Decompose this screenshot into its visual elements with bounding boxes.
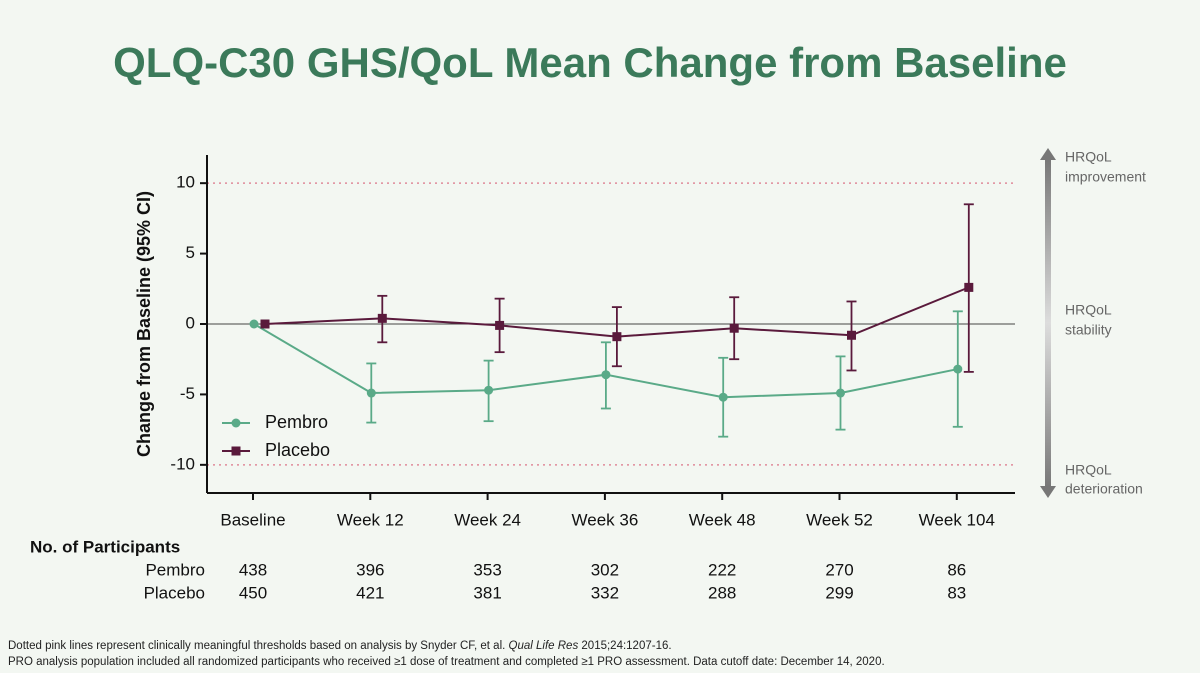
annotation: improvement [1065, 169, 1146, 185]
x-tick-label: Week 36 [572, 510, 639, 529]
point [366, 388, 376, 398]
point [964, 282, 974, 292]
x-tick-label: Baseline [220, 510, 285, 529]
footnote: PRO analysis population included all ran… [8, 656, 885, 668]
y-tick-label: 0 [186, 313, 195, 332]
x-tick-label: Week 52 [806, 510, 873, 529]
footnote-text: PRO analysis population included all ran… [8, 656, 885, 668]
footnote: Dotted pink lines represent clinically m… [8, 640, 672, 652]
chart-title: QLQ-C30 GHS/QoL Mean Change from Baselin… [113, 39, 1067, 86]
y-tick-label: 5 [186, 243, 195, 262]
table-cell: 83 [947, 583, 966, 602]
table-cell: 270 [825, 560, 853, 579]
point [495, 320, 505, 330]
annotation: HRQoL [1065, 149, 1112, 165]
point [953, 364, 963, 374]
legend-label: Placebo [265, 440, 330, 460]
table-cell: 288 [708, 583, 736, 602]
table-row-label: Pembro [145, 560, 205, 579]
table-title: No. of Participants [30, 537, 180, 556]
table-cell: 222 [708, 560, 736, 579]
y-tick-label: -5 [180, 384, 195, 403]
point [847, 330, 856, 340]
point [484, 385, 494, 395]
point [231, 418, 241, 428]
legend-label: Pembro [265, 412, 328, 432]
table-row-label: Placebo [144, 583, 205, 602]
point [836, 388, 845, 398]
x-tick-label: Week 12 [337, 510, 404, 529]
annotation: stability [1065, 322, 1112, 338]
footnote-journal: Qual Life Res [508, 640, 579, 652]
footnote-text: 2015;24:1207-16. [578, 640, 672, 652]
point [249, 319, 259, 329]
point [718, 392, 728, 402]
y-tick-label: -10 [170, 454, 195, 473]
point [612, 332, 622, 342]
point [231, 446, 241, 456]
table-cell: 353 [473, 560, 501, 579]
point [260, 319, 270, 329]
table-cell: 86 [947, 560, 966, 579]
x-tick-label: Week 48 [689, 510, 756, 529]
point [601, 370, 611, 380]
table-cell: 299 [825, 583, 853, 602]
table-cell: 302 [591, 560, 619, 579]
table-cell: 381 [473, 583, 501, 602]
table-cell: 396 [356, 560, 384, 579]
point [377, 313, 387, 323]
footnote-text: Dotted pink lines represent clinically m… [8, 640, 509, 652]
table-cell: 332 [591, 583, 619, 602]
table-cell: 450 [239, 583, 267, 602]
y-axis-label: Change from Baseline (95% CI) [134, 191, 154, 457]
x-tick-label: Week 24 [454, 510, 521, 529]
table-cell: 438 [239, 560, 267, 579]
point [729, 323, 739, 333]
annotation: HRQoL [1065, 302, 1112, 318]
hrqol-arrow [1045, 158, 1051, 488]
x-tick-label: Week 104 [919, 510, 995, 529]
annotation: deterioration [1065, 481, 1143, 497]
table-cell: 421 [356, 583, 384, 602]
annotation: HRQoL [1065, 462, 1112, 478]
y-tick-label: 10 [176, 173, 195, 192]
